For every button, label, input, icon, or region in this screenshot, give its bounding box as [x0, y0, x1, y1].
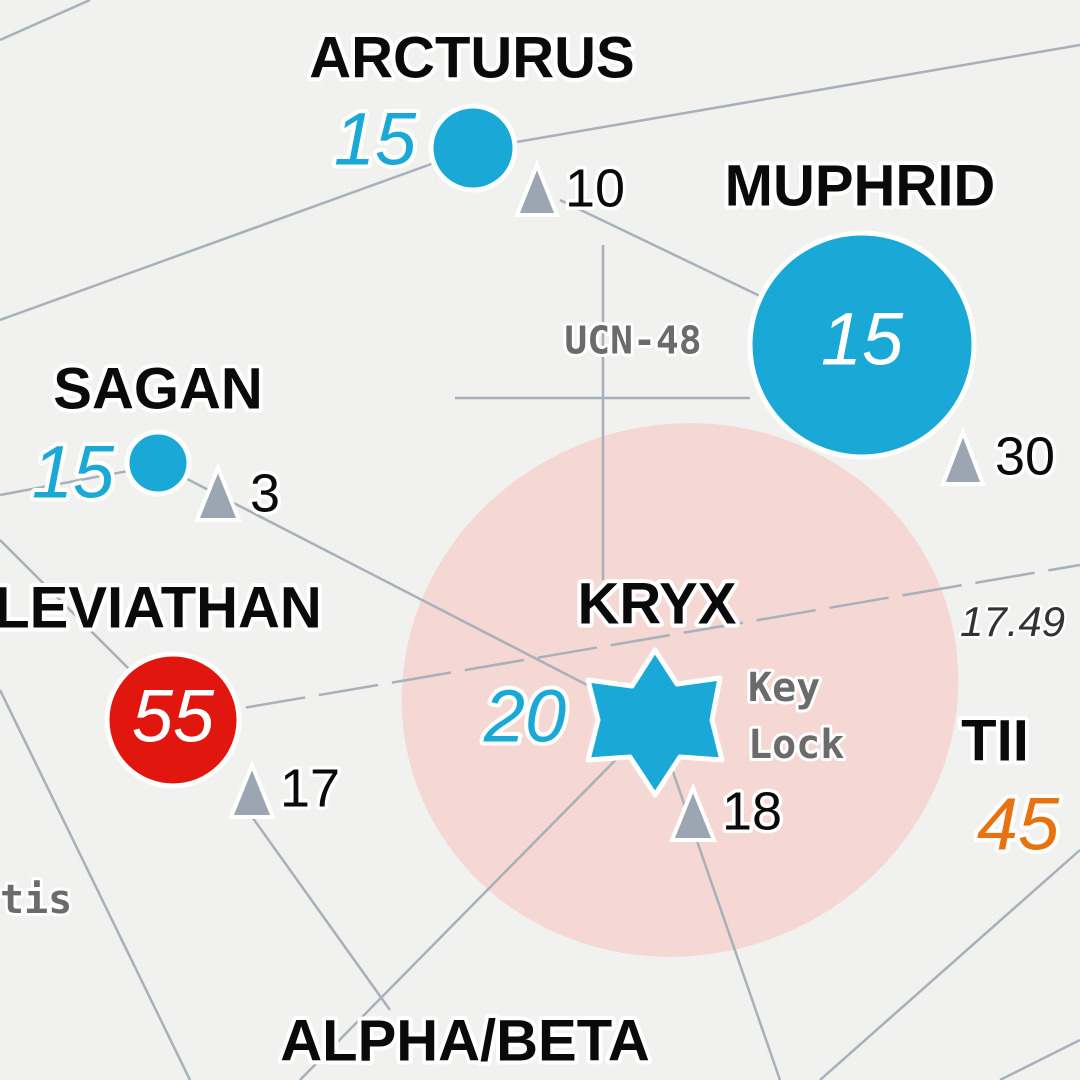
system-name[interactable]: ARCTURUS — [305, 21, 638, 94]
security: 45 — [977, 783, 1060, 866]
jump-icon — [228, 759, 276, 819]
jump-count: 18 — [722, 781, 782, 841]
system-node[interactable] — [104, 651, 242, 789]
security: 15 — [32, 431, 115, 514]
security: 15 — [821, 298, 904, 381]
region-label: tis — [0, 877, 72, 923]
jump-count: 3 — [250, 463, 280, 523]
system-node[interactable] — [428, 103, 518, 193]
distance-label: 17.49 — [960, 598, 1065, 645]
system-name[interactable]: LEVIATHAN — [0, 571, 326, 644]
jump-icon — [194, 462, 242, 522]
jump-icon — [514, 159, 560, 217]
security: 15 — [334, 98, 417, 181]
system-name[interactable]: MUPHRID — [721, 149, 1000, 222]
region-label: UCN-48 — [564, 319, 701, 363]
security: 20 — [483, 675, 566, 758]
jump-icon — [669, 782, 717, 842]
system-name[interactable]: SAGAN — [49, 352, 266, 425]
jump-count: 30 — [995, 426, 1055, 486]
system-node[interactable] — [747, 230, 977, 460]
jump-count: 17 — [280, 758, 340, 818]
system-name[interactable]: ALPHA/BETA — [276, 1004, 653, 1077]
system-node[interactable] — [124, 429, 192, 497]
system-tag: Lock — [748, 722, 844, 768]
system-name[interactable]: TII — [957, 704, 1033, 777]
security: 55 — [132, 675, 215, 758]
jump-count: 10 — [565, 158, 625, 218]
system-name[interactable]: KRYX — [574, 567, 741, 640]
system-tag: Key — [748, 665, 820, 711]
system-node[interactable] — [585, 647, 725, 798]
jump-icon — [940, 426, 986, 486]
